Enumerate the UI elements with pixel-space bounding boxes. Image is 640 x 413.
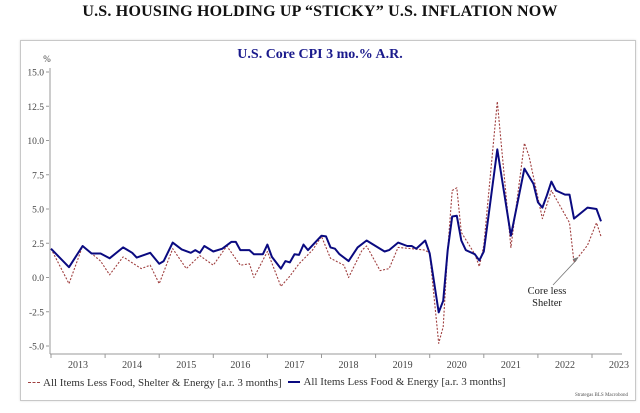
x-tick-label: 2016 <box>230 360 250 371</box>
annotation-core-less-shelter: Core less Shelter <box>517 286 577 310</box>
x-tick-label: 2015 <box>176 360 196 371</box>
y-tick-label: 12.5 <box>27 103 44 113</box>
y-tick-label: -2.5 <box>29 308 44 318</box>
x-tick-label: 2023 <box>609 360 629 371</box>
x-tick-label: 2013 <box>68 360 88 371</box>
y-tick-label: 5.0 <box>32 206 44 216</box>
legend-swatch-dashed <box>28 382 40 383</box>
x-tick-label: 2020 <box>447 360 467 371</box>
legend-item-core-less-shelter: All Items Less Food, Shelter & Energy [a… <box>28 377 282 389</box>
y-tick-label: 7.5 <box>32 171 44 181</box>
y-tick-label: 0.0 <box>32 274 44 284</box>
legend-label: All Items Less Food & Energy [a.r. 3 mon… <box>303 376 506 388</box>
chart-title: U.S. Core CPI 3 mo.% A.R. <box>237 47 403 62</box>
y-tick-label: 10.0 <box>27 137 44 147</box>
main-title: U.S. HOUSING HOLDING UP “STICKY” U.S. IN… <box>82 3 558 20</box>
legend: All Items Less Food, Shelter & Energy [a… <box>28 374 510 389</box>
annotation-arrow-head <box>572 256 579 262</box>
series-line-core <box>50 148 602 314</box>
legend-label: All Items Less Food, Shelter & Energy [a… <box>43 376 282 389</box>
x-tick-label: 2021 <box>501 360 521 371</box>
annotation-arrow <box>552 259 577 286</box>
annotation-line-1: Core less <box>527 286 567 297</box>
x-tick-label: 2017 <box>284 360 304 371</box>
x-tick-label: 2019 <box>393 360 413 371</box>
x-tick-label: 2018 <box>339 360 359 371</box>
legend-item-core: All Items Less Food & Energy [a.r. 3 mon… <box>288 376 506 388</box>
y-tick-label: -5.0 <box>29 343 44 353</box>
source-note: Strategas BLS Macrobond <box>574 393 628 398</box>
y-axis-unit: % <box>43 54 51 64</box>
x-tick-label: 2022 <box>555 360 575 371</box>
legend-swatch-solid <box>288 381 301 383</box>
chart-frame <box>20 40 636 401</box>
y-tick-label: 2.5 <box>32 240 44 250</box>
annotation-line-2: Shelter <box>532 298 562 309</box>
y-tick-label: 15.0 <box>27 69 44 79</box>
series-line-core-less-shelter <box>50 100 602 344</box>
x-tick-label: 2014 <box>122 360 142 371</box>
